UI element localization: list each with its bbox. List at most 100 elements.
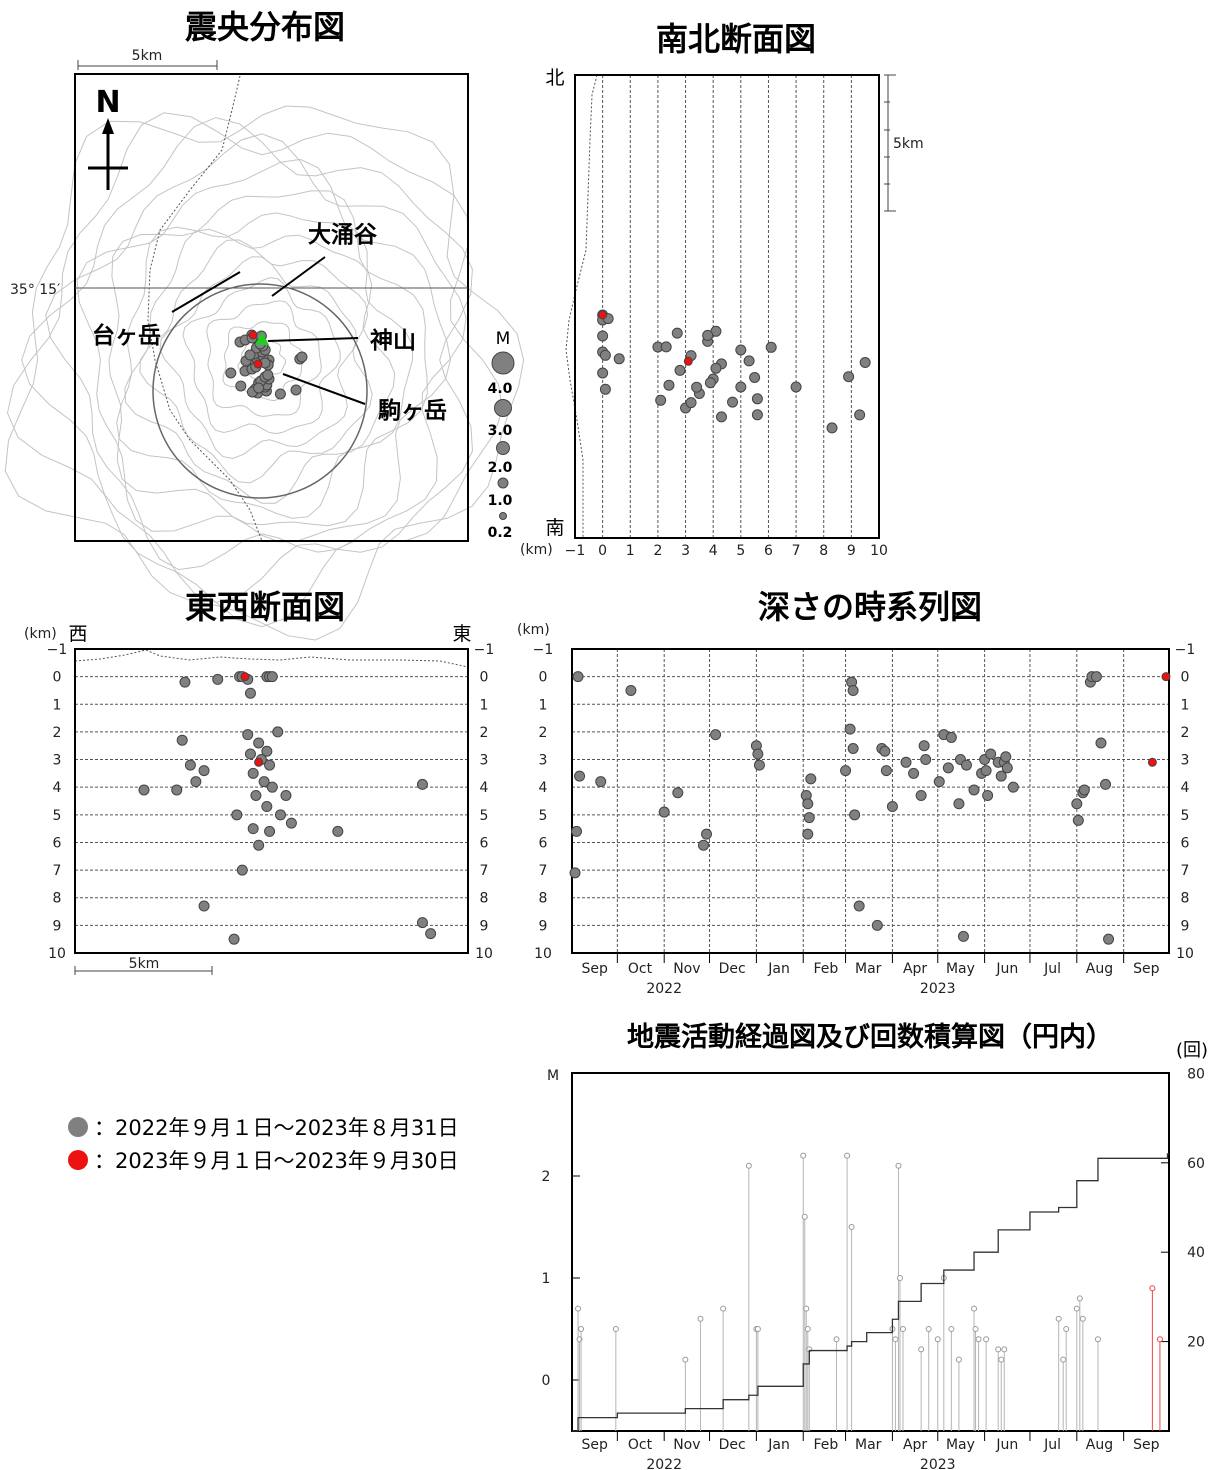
ew-depth-tick-right: −1 bbox=[474, 642, 495, 658]
activity-right-tick: 80 bbox=[1187, 1066, 1205, 1082]
boundary-line bbox=[147, 75, 263, 542]
depth-point bbox=[697, 839, 709, 851]
contour-line bbox=[76, 158, 451, 543]
activity-head bbox=[1094, 1336, 1101, 1343]
map-scale-label: 5km bbox=[132, 48, 163, 64]
activity-head bbox=[1001, 1346, 1008, 1353]
ew-depth-tick-right: 5 bbox=[480, 808, 489, 824]
activity-head bbox=[971, 1305, 978, 1312]
depth-point bbox=[968, 784, 980, 796]
depth-point bbox=[595, 776, 607, 788]
kamiyama-summit-icon bbox=[255, 332, 269, 345]
ew-topography bbox=[74, 649, 469, 668]
ns-point bbox=[765, 341, 777, 353]
ns-x-tick: 3 bbox=[681, 543, 690, 559]
map-epicenter-recent bbox=[253, 359, 263, 369]
activity-head bbox=[995, 1346, 1002, 1353]
activity-head bbox=[1060, 1356, 1067, 1363]
activity-head bbox=[804, 1326, 811, 1332]
map-epicenter bbox=[274, 388, 286, 400]
activity-head bbox=[720, 1305, 727, 1312]
svg-text:4.0: 4.0 bbox=[488, 381, 513, 397]
ew-scale: 5km bbox=[74, 956, 213, 975]
activity-head bbox=[1063, 1326, 1070, 1332]
depth-point bbox=[953, 798, 965, 810]
map-epicenter bbox=[235, 380, 247, 392]
ew-point bbox=[236, 864, 248, 876]
activity-head bbox=[892, 1336, 899, 1343]
ew-point-recent bbox=[240, 672, 250, 682]
depth-point bbox=[572, 671, 584, 683]
place-labels: 大涌谷 台ヶ岳 神山 駒ヶ岳 bbox=[92, 222, 447, 424]
depth-point bbox=[701, 828, 713, 840]
depth-y-ticks: −1 −1 0 0 1 1 2 2 3 3 4 4 5 5 6 6 7 7 8 8 9 9 10 10 bbox=[533, 642, 1196, 962]
contour-line bbox=[4, 105, 525, 641]
month-label: Sep bbox=[581, 1437, 608, 1453]
ns-x-tick: 9 bbox=[847, 543, 856, 559]
ew-point bbox=[242, 729, 254, 741]
depth-tick-right: 5 bbox=[1181, 808, 1190, 824]
depth-tick-left: 7 bbox=[539, 863, 548, 879]
ew-point bbox=[285, 817, 297, 829]
depth-unit-label: (km) bbox=[517, 622, 550, 638]
depth-point bbox=[803, 812, 815, 824]
ew-point-recent bbox=[254, 757, 264, 767]
legend-red-text: ：2023年９月１日～2023年９月30日 bbox=[94, 1149, 459, 1173]
activity-head bbox=[844, 1152, 851, 1159]
ns-point-recent bbox=[683, 356, 693, 366]
month-label: Dec bbox=[719, 1437, 746, 1453]
activity-head bbox=[899, 1326, 906, 1332]
depth-tick-right: 0 bbox=[1181, 670, 1190, 686]
ns-point bbox=[613, 353, 625, 365]
depth-tick-right: 1 bbox=[1181, 697, 1190, 713]
month-label: Jul bbox=[1043, 961, 1061, 977]
activity-head bbox=[925, 1326, 932, 1332]
ns-unit-label: (km) bbox=[520, 542, 553, 558]
depth-tick-left: 2 bbox=[539, 725, 548, 741]
activity-head bbox=[745, 1162, 752, 1169]
activity-head bbox=[1079, 1315, 1086, 1322]
depth-point bbox=[1000, 751, 1012, 763]
ew-point bbox=[416, 917, 428, 929]
activity-title: 地震活動経過図及び回数積算図（円内） bbox=[627, 1021, 1113, 1053]
ew-depth-tick-right: 4 bbox=[480, 780, 489, 796]
epicenter-title: 震央分布図 bbox=[185, 8, 345, 46]
ns-point bbox=[727, 396, 739, 408]
activity-head bbox=[948, 1326, 955, 1332]
month-label: Nov bbox=[673, 1437, 700, 1453]
ew-frame bbox=[74, 648, 469, 954]
depth-tick-right: 9 bbox=[1181, 918, 1190, 934]
depth-point bbox=[957, 930, 969, 942]
ns-point bbox=[735, 381, 747, 393]
ew-point bbox=[244, 748, 256, 760]
ew-depth-tick-left: 9 bbox=[53, 918, 62, 934]
map-epicenter bbox=[296, 351, 308, 363]
ew-unit-label: (km) bbox=[24, 626, 57, 642]
activity-head bbox=[578, 1326, 585, 1332]
svg-text:3.0: 3.0 bbox=[488, 423, 513, 439]
map-epicenter bbox=[244, 349, 256, 361]
ew-depth-tick-left: 8 bbox=[53, 891, 62, 907]
activity-head bbox=[972, 1326, 979, 1332]
month-label: Jun bbox=[995, 961, 1018, 977]
depth-point bbox=[900, 756, 912, 768]
north-label: N bbox=[95, 85, 120, 120]
activity-head bbox=[983, 1336, 990, 1343]
ew-point bbox=[190, 776, 202, 788]
ew-depth-tick-left: 10 bbox=[48, 946, 66, 962]
ns-south-label: 南 bbox=[545, 517, 564, 539]
depth-point bbox=[985, 748, 997, 760]
activity-head bbox=[754, 1326, 761, 1332]
ns-scale: 5km bbox=[884, 74, 924, 212]
month-label: Jan bbox=[767, 1437, 790, 1453]
activity-head bbox=[1076, 1295, 1083, 1302]
month-label: Jan bbox=[767, 961, 790, 977]
ns-point bbox=[685, 397, 697, 409]
ew-depth-tick-right: 7 bbox=[480, 863, 489, 879]
ew-point bbox=[212, 673, 224, 685]
ns-x-tick: 10 bbox=[870, 543, 888, 559]
ns-point bbox=[743, 355, 755, 367]
contour-line bbox=[45, 133, 467, 571]
depth-point bbox=[980, 765, 992, 777]
activity-head bbox=[998, 1356, 1005, 1363]
